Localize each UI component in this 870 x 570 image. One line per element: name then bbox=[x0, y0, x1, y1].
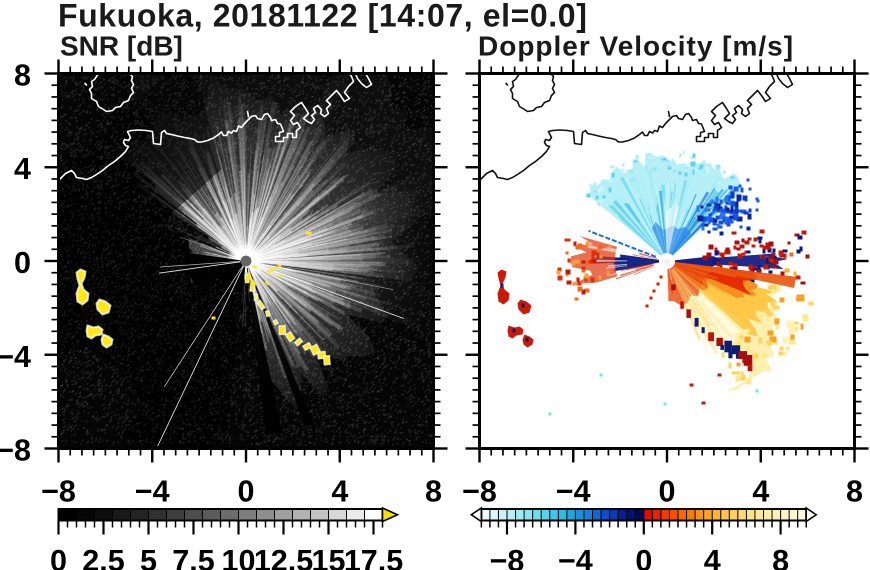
svg-text:2.5: 2.5 bbox=[82, 544, 124, 570]
svg-text:Fukuoka, 20181122 [14:07, el=0: Fukuoka, 20181122 [14:07, el=0.0] bbox=[58, 0, 587, 34]
svg-text:7.5: 7.5 bbox=[172, 544, 214, 570]
svg-text:0: 0 bbox=[635, 544, 652, 570]
svg-text:0: 0 bbox=[14, 246, 31, 280]
svg-text:−4: −4 bbox=[556, 475, 591, 509]
svg-text:SNR [dB]: SNR [dB] bbox=[60, 31, 183, 62]
svg-text:−8: −8 bbox=[41, 475, 76, 509]
svg-text:−4: −4 bbox=[558, 544, 593, 570]
svg-text:8: 8 bbox=[14, 59, 31, 93]
svg-text:−4: −4 bbox=[135, 475, 170, 509]
svg-text:4: 4 bbox=[331, 475, 348, 509]
svg-text:8: 8 bbox=[425, 475, 442, 509]
svg-text:15: 15 bbox=[312, 544, 346, 570]
svg-text:−8: −8 bbox=[0, 434, 31, 468]
svg-text:−4: −4 bbox=[0, 340, 31, 374]
svg-text:8: 8 bbox=[772, 544, 789, 570]
svg-text:8: 8 bbox=[846, 475, 863, 509]
svg-text:−8: −8 bbox=[462, 475, 497, 509]
svg-text:4: 4 bbox=[14, 152, 31, 186]
svg-text:0: 0 bbox=[659, 475, 676, 509]
svg-text:0: 0 bbox=[238, 475, 255, 509]
svg-text:Doppler Velocity [m/s]: Doppler Velocity [m/s] bbox=[478, 31, 794, 62]
svg-text:−8: −8 bbox=[490, 544, 525, 570]
svg-text:4: 4 bbox=[752, 475, 769, 509]
svg-text:5: 5 bbox=[140, 544, 157, 570]
svg-text:10: 10 bbox=[222, 544, 256, 570]
svg-text:0: 0 bbox=[50, 544, 67, 570]
svg-text:4: 4 bbox=[704, 544, 721, 570]
svg-text:17.5: 17.5 bbox=[344, 544, 403, 570]
svg-text:12.5: 12.5 bbox=[254, 544, 313, 570]
